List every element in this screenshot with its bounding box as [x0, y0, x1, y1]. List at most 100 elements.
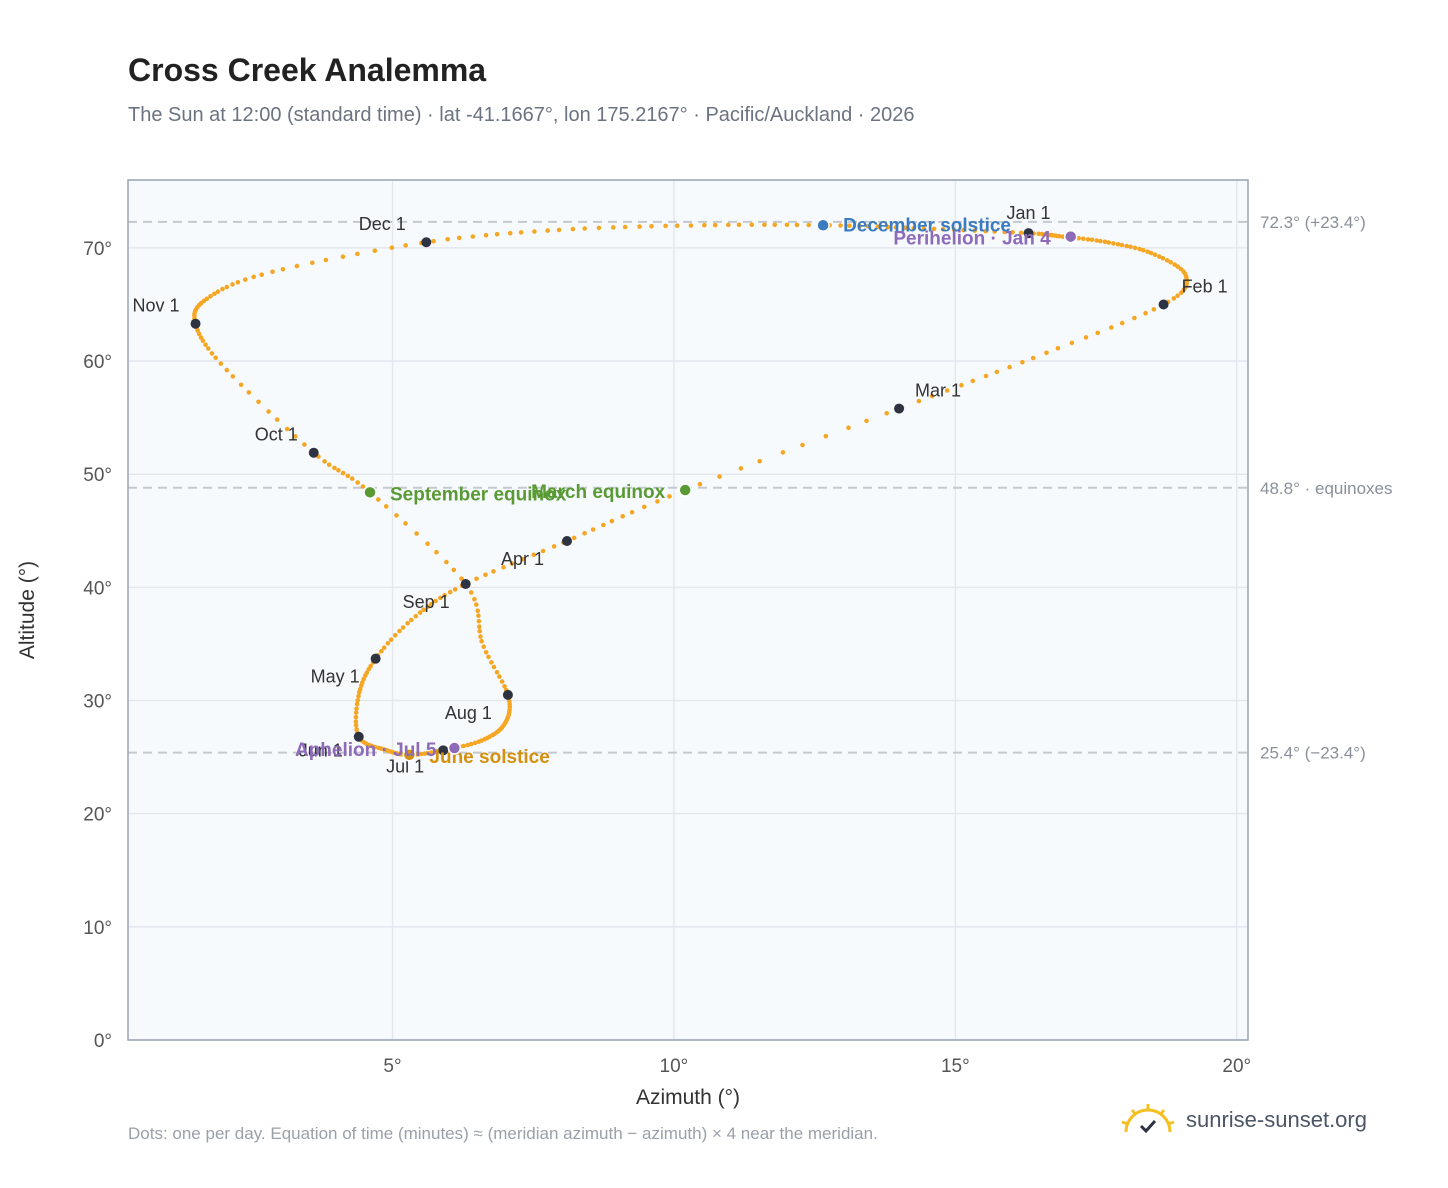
daily-sun-dot [360, 484, 366, 489]
daily-sun-dot [531, 552, 537, 558]
daily-sun-dot [772, 222, 777, 228]
daily-sun-dot [1143, 310, 1148, 316]
daily-sun-dot [518, 230, 524, 235]
daily-sun-dot [757, 458, 762, 464]
daily-sun-dot [284, 426, 290, 432]
daily-sun-dot [1115, 242, 1121, 247]
daily-sun-dot [322, 459, 327, 464]
daily-sun-dot [356, 693, 361, 699]
daily-sun-dot [340, 254, 346, 259]
daily-sun-dot [438, 595, 443, 601]
daily-sun-dot [629, 509, 635, 515]
daily-sun-dot [582, 531, 587, 536]
daily-sun-dot [425, 541, 430, 546]
month-marker [438, 745, 449, 756]
daily-sun-dot [800, 442, 805, 448]
daily-sun-dot [921, 226, 927, 231]
daily-sun-dot [280, 267, 286, 272]
month-label: Aug 1 [445, 703, 492, 723]
daily-sun-dot [381, 645, 387, 650]
daily-sun-dot [1081, 236, 1086, 242]
daily-sun-dot [1089, 237, 1095, 243]
daily-sun-dot [1124, 243, 1129, 249]
reference-line-label: 72.3° (+23.4°) [1260, 213, 1366, 232]
daily-sun-dot [1128, 244, 1133, 250]
daily-sun-dot [452, 587, 458, 592]
daily-sun-dot [456, 235, 462, 241]
daily-sun-dot [489, 660, 494, 665]
daily-sun-dot [413, 613, 419, 619]
daily-sun-dot [405, 621, 410, 626]
daily-sun-dot [857, 223, 862, 229]
brand[interactable]: sunrise-sunset.org [1120, 1102, 1367, 1138]
daily-sun-dot [875, 224, 881, 229]
daily-sun-dot [697, 481, 703, 487]
daily-sun-dot [1152, 252, 1158, 257]
daily-sun-dot [215, 289, 221, 295]
month-marker [561, 535, 572, 546]
x-axis-ticks: 5° 10° 15° 20° [383, 1056, 1251, 1077]
daily-sun-dot [1175, 264, 1181, 269]
month-label: Apr 1 [501, 549, 544, 569]
daily-sun-dot [491, 569, 496, 574]
daily-sun-dot [259, 272, 265, 278]
daily-sun-dot [445, 237, 451, 242]
daily-sun-dot [474, 602, 479, 607]
daily-sun-dot [459, 576, 464, 581]
daily-sun-dot [209, 351, 215, 356]
daily-sun-dot [353, 710, 359, 715]
daily-sun-dot [224, 367, 230, 373]
daily-sun-dot [477, 628, 483, 634]
daily-sun-dot [502, 684, 507, 689]
daily-sun-dot [479, 638, 484, 644]
daily-sun-dot [218, 361, 224, 366]
daily-sun-dot [366, 666, 372, 672]
daily-sun-dot [823, 433, 829, 439]
month-marker [190, 318, 201, 329]
daily-sun-dot [1119, 242, 1125, 248]
daily-sun-dot [944, 388, 950, 393]
reference-line-label: 48.8° · equinoxes [1260, 479, 1393, 498]
daily-sun-dot [355, 698, 361, 703]
daily-sun-dot [494, 231, 500, 237]
y-tick-label: 40° [83, 578, 112, 599]
month-marker [460, 578, 471, 589]
daily-sun-dot [353, 714, 359, 720]
daily-sun-dot [620, 514, 625, 519]
daily-sun-dot [243, 277, 248, 282]
daily-sun-dot [940, 227, 946, 232]
daily-sun-dot [1018, 230, 1024, 236]
daily-sun-dot [611, 225, 616, 230]
daily-sun-dot [494, 670, 500, 675]
daily-sun-dot [970, 378, 976, 384]
daily-sun-dot [601, 522, 606, 528]
daily-sun-dot [385, 641, 391, 646]
daily-sun-dot [224, 284, 230, 290]
daily-sun-dot [520, 556, 526, 562]
plot-background [128, 180, 1248, 1040]
daily-sun-dot [929, 393, 935, 399]
daily-sun-dot [353, 723, 359, 728]
daily-sun-dot [540, 548, 546, 554]
month-markers: Jan 1 Feb 1 Mar 1 Apr 1 May 1 Jun 1 Jul 1 Aug 1… [133, 203, 1228, 776]
daily-sun-dot [961, 227, 966, 233]
month-label: Jan 1 [1006, 203, 1050, 223]
daily-sun-dot [198, 335, 204, 340]
daily-sun-dot [468, 590, 474, 595]
daily-sun-dot [893, 225, 899, 230]
event-marker [1063, 229, 1078, 244]
month-marker [370, 653, 381, 664]
daily-sun-dot [468, 741, 474, 747]
daily-sun-dot [1085, 237, 1091, 242]
daily-sun-dot [388, 637, 394, 642]
daily-sun-dot [951, 227, 957, 232]
daily-sun-dot [959, 382, 964, 388]
daily-sun-dot [1175, 293, 1180, 299]
daily-sun-dot [472, 596, 477, 602]
daily-sun-dot [590, 527, 596, 532]
daily-sun-dot [363, 673, 368, 678]
daily-sun-dot [582, 226, 587, 231]
daily-sun-dot [551, 544, 557, 549]
daily-sun-dot [983, 373, 989, 379]
